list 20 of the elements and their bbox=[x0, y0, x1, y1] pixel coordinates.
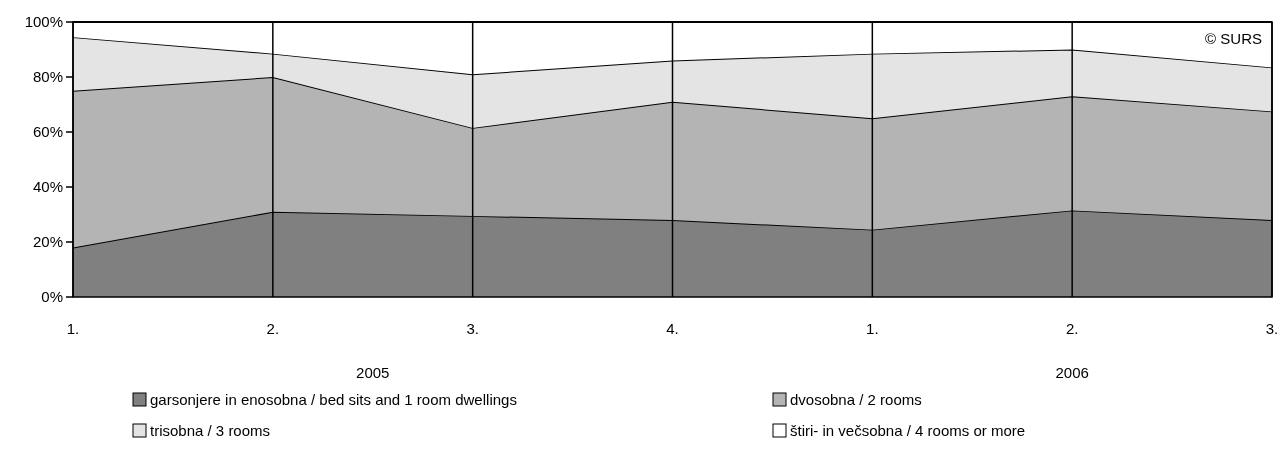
x-tick-label: 1. bbox=[66, 320, 80, 337]
annotation: © SURS bbox=[1205, 30, 1262, 47]
y-tick-label: 0% bbox=[41, 288, 63, 306]
text: 2005 bbox=[356, 364, 390, 381]
legend-label: dvosobna / 2 rooms bbox=[790, 391, 922, 409]
y-tick-label: 40% bbox=[32, 178, 63, 196]
x-tick-label: 4. bbox=[666, 320, 679, 337]
x-tick-label: 3. bbox=[466, 320, 479, 337]
y-tick-label: 80% bbox=[32, 68, 63, 86]
y-tick-label: 20% bbox=[32, 233, 63, 251]
x-tick-label: 2. bbox=[1065, 320, 1079, 337]
x-tick-label: 2. bbox=[266, 320, 280, 337]
text: 2006 bbox=[1055, 364, 1089, 381]
legend-label: garsonjere in enosobna / bed sits and 1 room dwellings bbox=[150, 391, 517, 409]
y-tick-label: 60% bbox=[32, 123, 63, 141]
y-tick-label: 100% bbox=[24, 13, 63, 31]
legend-label: štiri- in večsobna / 4 rooms or more bbox=[790, 422, 1026, 440]
x-tick-label: 3. bbox=[1265, 320, 1279, 337]
x-tick-label: 1. bbox=[866, 320, 879, 337]
legend-label: trisobna / 3 rooms bbox=[150, 422, 271, 440]
